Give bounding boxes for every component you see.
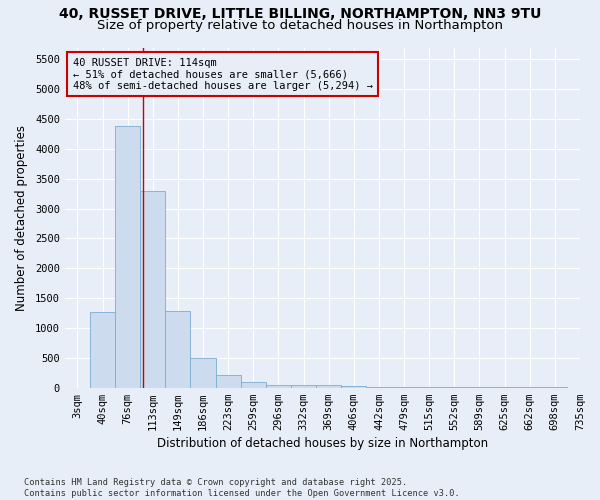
Bar — [266, 384, 291, 388]
Text: Size of property relative to detached houses in Northampton: Size of property relative to detached ho… — [97, 18, 503, 32]
Bar — [241, 382, 266, 388]
Bar — [190, 358, 215, 388]
X-axis label: Distribution of detached houses by size in Northampton: Distribution of detached houses by size … — [157, 437, 488, 450]
Bar — [215, 375, 241, 388]
Bar — [291, 385, 316, 388]
Text: 40 RUSSET DRIVE: 114sqm
← 51% of detached houses are smaller (5,666)
48% of semi: 40 RUSSET DRIVE: 114sqm ← 51% of detache… — [73, 58, 373, 91]
Bar — [367, 387, 392, 388]
Bar — [341, 386, 367, 388]
Bar — [166, 312, 190, 388]
Text: 40, RUSSET DRIVE, LITTLE BILLING, NORTHAMPTON, NN3 9TU: 40, RUSSET DRIVE, LITTLE BILLING, NORTHA… — [59, 8, 541, 22]
Bar — [140, 190, 166, 388]
Bar — [90, 312, 115, 388]
Bar — [115, 126, 140, 388]
Text: Contains HM Land Registry data © Crown copyright and database right 2025.
Contai: Contains HM Land Registry data © Crown c… — [24, 478, 460, 498]
Bar — [316, 386, 341, 388]
Y-axis label: Number of detached properties: Number of detached properties — [15, 124, 28, 310]
